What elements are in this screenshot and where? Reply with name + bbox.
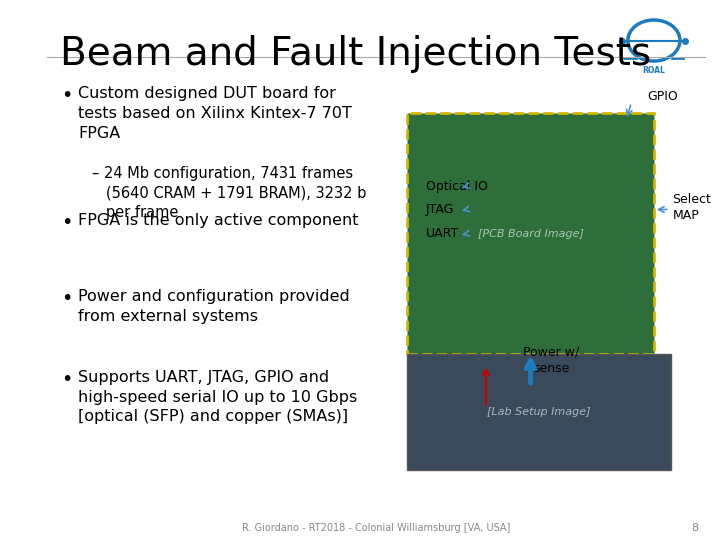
- Circle shape: [639, 29, 669, 52]
- Text: •: •: [60, 370, 72, 389]
- Text: •: •: [60, 289, 72, 308]
- Text: GPIO: GPIO: [647, 90, 678, 103]
- Text: Beam and Fault Injection Tests: Beam and Fault Injection Tests: [60, 35, 651, 73]
- Text: [Lab Setup Image]: [Lab Setup Image]: [487, 407, 591, 417]
- Text: Optical IO: Optical IO: [426, 180, 487, 193]
- Text: Power and configuration provided
from external systems: Power and configuration provided from ex…: [78, 289, 350, 323]
- Text: JTAG: JTAG: [426, 203, 454, 216]
- Text: ROAL: ROAL: [642, 66, 665, 75]
- Text: Supports UART, JTAG, GPIO and
high-speed serial IO up to 10 Gbps
[optical (SFP) : Supports UART, JTAG, GPIO and high-speed…: [78, 370, 357, 424]
- Text: – 24 Mb configuration, 7431 frames
   (5640 CRAM + 1791 BRAM), 3232 b
   per fra: – 24 Mb configuration, 7431 frames (5640…: [91, 166, 366, 220]
- Text: •: •: [60, 86, 72, 105]
- Text: UART: UART: [426, 227, 459, 240]
- Text: FPGA is the only active component: FPGA is the only active component: [78, 213, 359, 228]
- Text: 8: 8: [691, 523, 698, 533]
- Text: Custom designed DUT board for
tests based on Xilinx Kintex-7 70T
FPGA: Custom designed DUT board for tests base…: [78, 86, 352, 141]
- Text: R. Giordano - RT2018 - Colonial Williamsburg [VA, USA]: R. Giordano - RT2018 - Colonial Williams…: [242, 523, 510, 533]
- Text: Power w/
sense: Power w/ sense: [523, 346, 579, 375]
- Text: Select
MAP: Select MAP: [672, 193, 711, 222]
- Text: [PCB Board Image]: [PCB Board Image]: [477, 228, 583, 239]
- FancyBboxPatch shape: [407, 354, 671, 470]
- Text: •: •: [60, 213, 72, 232]
- FancyBboxPatch shape: [407, 113, 654, 354]
